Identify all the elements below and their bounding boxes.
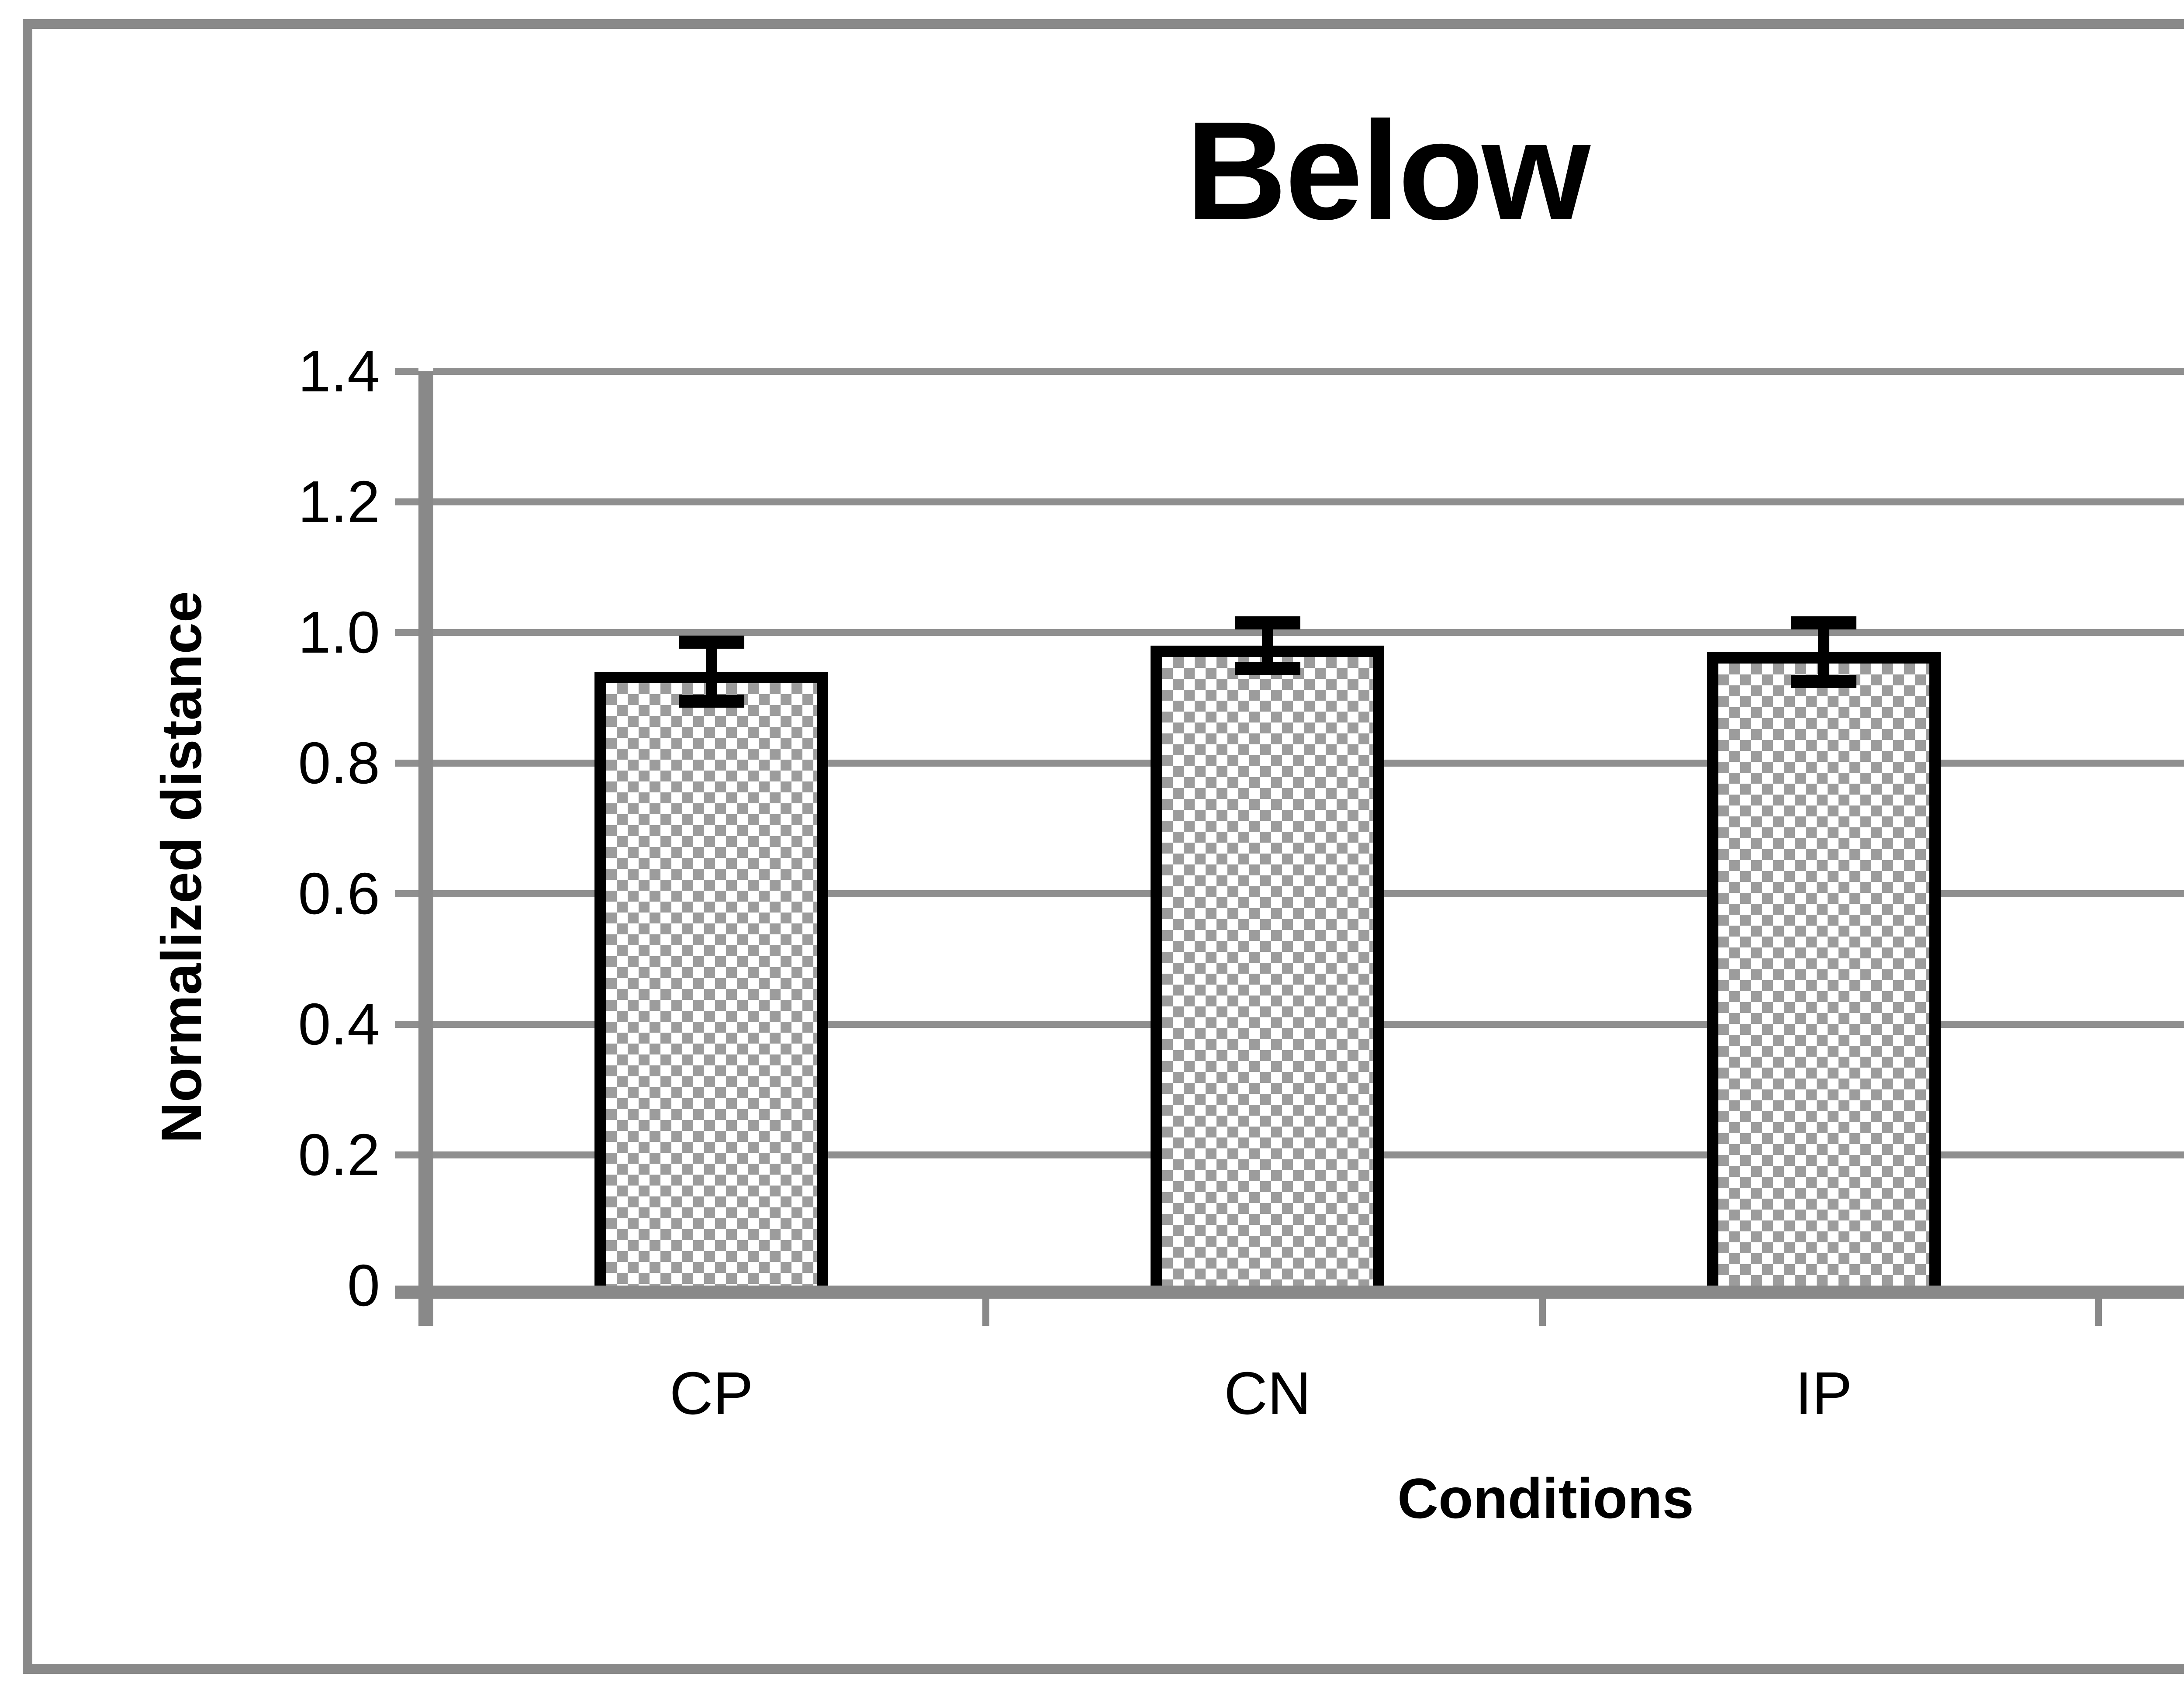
error-bar-bottom-cap	[1791, 675, 1857, 688]
y-axis-line	[418, 371, 433, 1326]
chart-title: Below	[1185, 92, 1590, 249]
y-axis-tick	[395, 629, 418, 636]
y-tick-label: 0.6	[298, 861, 380, 926]
bar-ip	[1707, 652, 1941, 1286]
x-axis-tick	[982, 1299, 990, 1326]
y-tick-label: 1.0	[298, 599, 380, 665]
y-axis-tick	[395, 498, 418, 505]
x-axis-tick	[1538, 1299, 1546, 1326]
x-axis-tick	[2094, 1299, 2102, 1326]
error-bar-line	[1261, 622, 1273, 669]
gridline	[433, 629, 2184, 636]
gridline	[433, 368, 2184, 375]
y-tick-label: 1.4	[298, 338, 380, 404]
gridline	[433, 498, 2184, 505]
x-axis-title: Conditions	[1397, 1466, 1694, 1530]
y-axis-title: Normalized distance	[149, 591, 213, 1144]
y-axis-tick	[395, 760, 418, 767]
y-tick-label: 0	[347, 1252, 380, 1318]
y-tick-label: 0.8	[298, 730, 380, 796]
error-bar-top-cap	[1234, 616, 1300, 629]
category-label-cn: CN	[1224, 1360, 1311, 1427]
y-axis-tick	[395, 1021, 418, 1028]
y-tick-label: 0.2	[298, 1122, 380, 1188]
error-bar-bottom-cap	[1234, 662, 1300, 675]
x-axis-line	[395, 1286, 2184, 1299]
y-tick-label: 0.4	[298, 991, 380, 1057]
category-label-ip: IP	[1795, 1360, 1852, 1427]
error-bar-line	[705, 642, 717, 701]
error-bar-top-cap	[678, 636, 744, 649]
error-bar-top-cap	[1791, 616, 1857, 629]
y-tick-label: 1.2	[298, 469, 380, 535]
y-axis-tick	[395, 368, 418, 375]
error-bar-line	[1818, 622, 1830, 682]
bar-cp	[594, 671, 829, 1286]
bar-cn	[1151, 645, 1385, 1286]
y-axis-tick	[395, 1151, 418, 1158]
y-axis-tick	[395, 890, 418, 897]
category-label-cp: CP	[669, 1360, 753, 1427]
error-bar-bottom-cap	[678, 694, 744, 708]
